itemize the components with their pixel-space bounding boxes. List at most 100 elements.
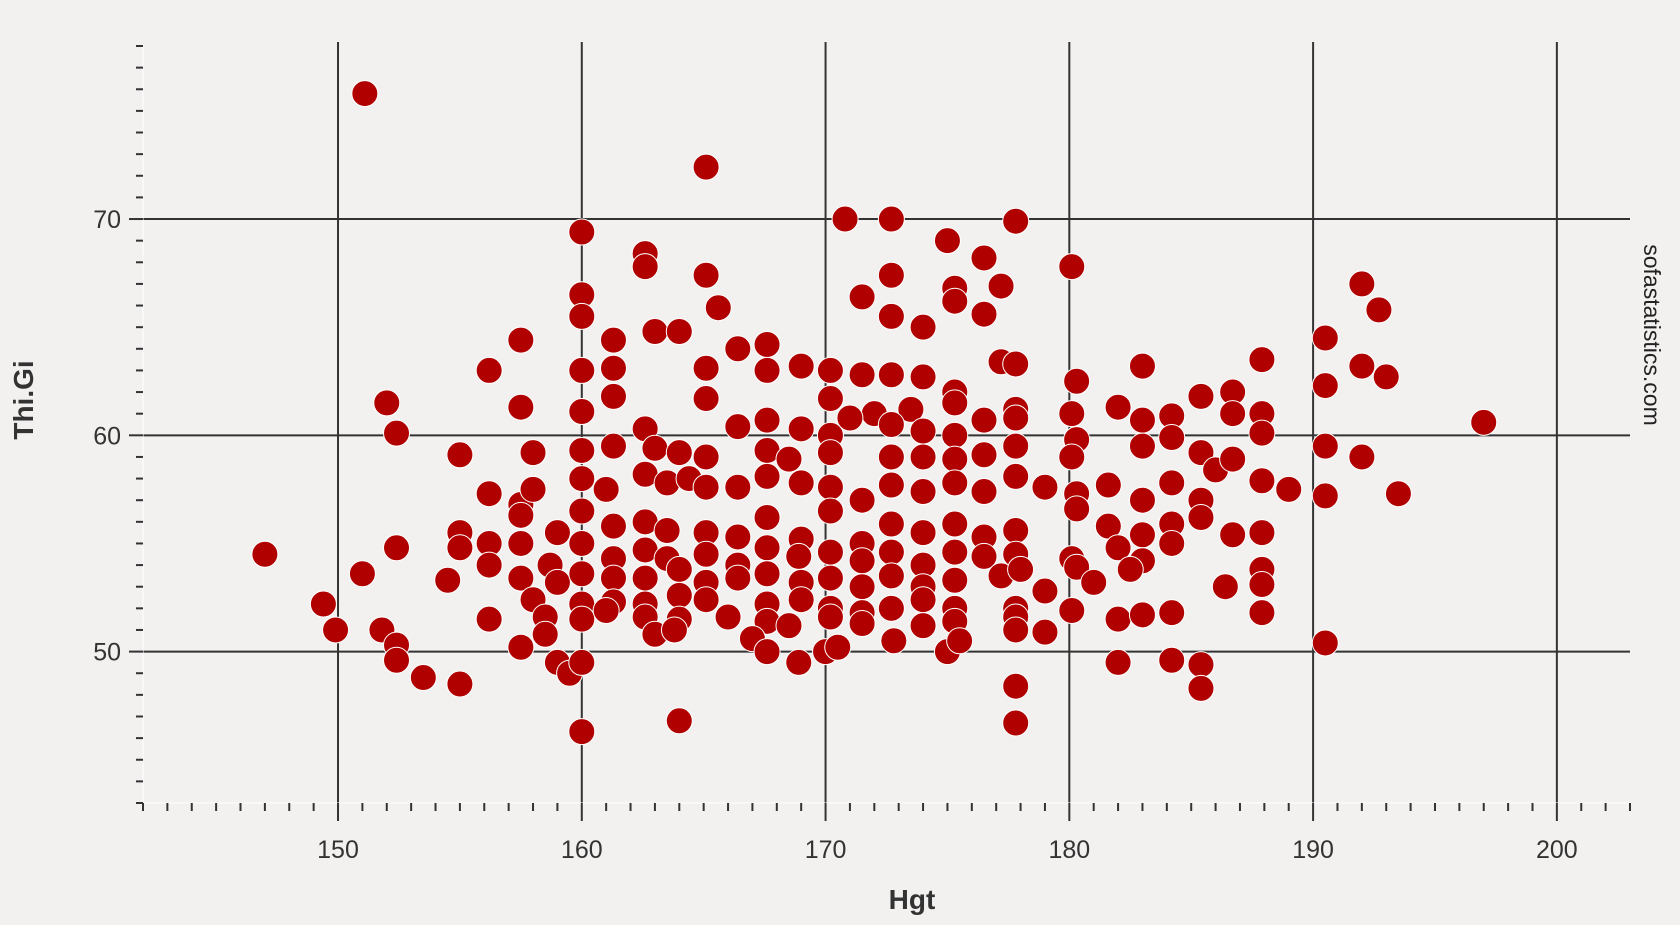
- data-point: [1348, 270, 1376, 298]
- data-point: [724, 473, 752, 501]
- data-point: [1348, 352, 1376, 380]
- data-point: [1211, 573, 1239, 601]
- data-point: [1187, 382, 1215, 410]
- y-tick-label: 60: [93, 422, 121, 450]
- data-point: [1104, 393, 1132, 421]
- data-point: [1187, 504, 1215, 532]
- data-point: [1248, 346, 1276, 374]
- data-point: [446, 441, 474, 469]
- data-point: [775, 612, 803, 640]
- data-point: [816, 603, 844, 631]
- data-point: [1128, 352, 1156, 380]
- data-point: [568, 398, 596, 426]
- data-point: [848, 547, 876, 575]
- data-point: [692, 540, 720, 568]
- data-point: [599, 432, 627, 460]
- data-point: [599, 512, 627, 540]
- x-axis-title: Hgt: [889, 884, 936, 915]
- data-point: [877, 361, 905, 389]
- data-point: [568, 605, 596, 633]
- data-point: [568, 718, 596, 746]
- data-point: [877, 562, 905, 590]
- data-point: [475, 551, 503, 579]
- data-point: [1311, 482, 1339, 510]
- data-point: [251, 540, 279, 568]
- data-point: [970, 244, 998, 272]
- data-point: [816, 538, 844, 566]
- data-point: [599, 326, 627, 354]
- data-point: [909, 363, 937, 391]
- data-point: [1058, 253, 1086, 281]
- data-point: [848, 486, 876, 514]
- data-point: [1002, 616, 1030, 644]
- data-point: [309, 590, 337, 618]
- data-point: [877, 411, 905, 438]
- data-point: [836, 404, 864, 432]
- data-point: [909, 586, 937, 614]
- data-point: [877, 261, 905, 289]
- data-point: [631, 564, 659, 592]
- data-point: [753, 462, 781, 490]
- data-point: [785, 542, 813, 570]
- data-point: [1128, 406, 1156, 434]
- data-point: [775, 445, 803, 473]
- data-point: [1002, 404, 1030, 432]
- data-point: [592, 475, 620, 503]
- data-point: [816, 439, 844, 467]
- data-point: [941, 510, 969, 538]
- data-point: [1063, 495, 1091, 523]
- data-point: [946, 627, 974, 655]
- data-point: [848, 283, 876, 311]
- data-point: [880, 627, 908, 655]
- data-point: [1002, 207, 1030, 235]
- data-point: [1187, 651, 1215, 679]
- data-point: [753, 406, 781, 434]
- data-point: [1365, 296, 1393, 324]
- data-point: [941, 469, 969, 497]
- data-point: [909, 519, 937, 547]
- data-point: [941, 421, 969, 449]
- data-point: [848, 609, 876, 637]
- data-point: [877, 510, 905, 538]
- data-point: [909, 612, 937, 640]
- data-point: [1248, 571, 1276, 599]
- data-point: [724, 564, 752, 592]
- data-point: [692, 153, 720, 181]
- data-point: [568, 465, 596, 493]
- data-point: [909, 313, 937, 341]
- data-point: [941, 287, 969, 315]
- data-point: [1063, 553, 1091, 581]
- data-point: [831, 205, 859, 233]
- data-point: [704, 294, 732, 322]
- data-point: [531, 620, 559, 648]
- data-point: [568, 560, 596, 588]
- data-point: [568, 436, 596, 464]
- data-point: [665, 317, 693, 345]
- data-point: [877, 443, 905, 471]
- data-point: [1128, 486, 1156, 514]
- data-point: [373, 389, 401, 417]
- data-point: [543, 519, 571, 547]
- data-point: [1219, 400, 1247, 428]
- data-point: [568, 497, 596, 525]
- data-point: [1128, 521, 1156, 549]
- data-point: [970, 478, 998, 506]
- data-point: [1063, 367, 1091, 395]
- data-point: [787, 352, 815, 380]
- data-point: [653, 516, 681, 544]
- data-point: [475, 605, 503, 633]
- data-point: [692, 443, 720, 471]
- data-point: [1311, 324, 1339, 352]
- data-point: [1031, 473, 1059, 501]
- data-point: [1311, 372, 1339, 400]
- data-point: [1002, 350, 1030, 378]
- data-point: [1058, 443, 1086, 471]
- data-point: [1311, 629, 1339, 657]
- data-point: [383, 534, 411, 562]
- data-point: [665, 439, 693, 467]
- tick-marks: [129, 45, 1631, 821]
- data-point: [599, 564, 627, 592]
- axes: [142, 46, 1630, 804]
